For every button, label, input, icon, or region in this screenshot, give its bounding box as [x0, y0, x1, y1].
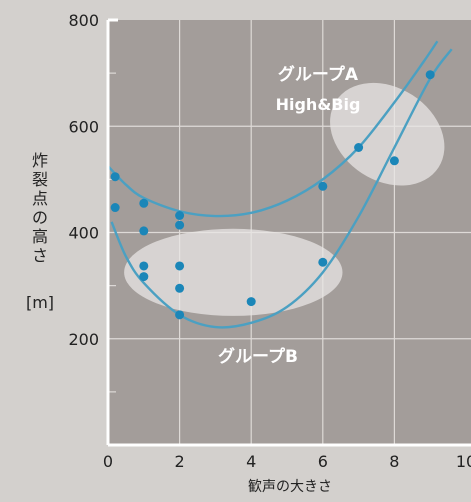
- x-tick-label: 10: [456, 452, 471, 471]
- group-label-subtitle: High&Big: [276, 95, 361, 114]
- x-tick-label: 6: [318, 452, 328, 471]
- data-point: [318, 257, 328, 267]
- data-point: [175, 261, 185, 271]
- x-tick-label: 0: [103, 452, 113, 471]
- data-point: [175, 211, 185, 220]
- group-labels: グループA High&Big グループB: [218, 64, 360, 367]
- data-point: [139, 226, 149, 236]
- data-points: [110, 70, 435, 320]
- group-label-title: グループB: [218, 346, 298, 367]
- trend-curves: [107, 40, 453, 329]
- data-point: [110, 203, 120, 213]
- x-tick-label: 4: [246, 452, 256, 471]
- x-axis-title: 歓声の大きさ: [248, 478, 332, 495]
- axes: [106, 18, 471, 447]
- data-point: [425, 70, 435, 80]
- y-axis-unit: [m]: [26, 293, 54, 312]
- data-point: [354, 143, 364, 152]
- trend-curve-1: [107, 40, 439, 218]
- data-point: [139, 261, 149, 271]
- y-axis-title-char: 点: [32, 189, 48, 208]
- data-point: [175, 310, 185, 320]
- y-tick-label: 400: [68, 224, 99, 243]
- data-point: [389, 156, 399, 166]
- group-ellipse-1: [330, 82, 445, 186]
- x-tick-label: 2: [175, 452, 185, 471]
- y-axis-title-char: の: [32, 208, 48, 227]
- y-tick-label: 600: [68, 117, 99, 136]
- y-axis-title-char: 炸: [32, 151, 48, 170]
- data-point: [175, 220, 185, 230]
- y-tick-label: 200: [68, 330, 99, 349]
- group-ellipse-2: [124, 228, 343, 316]
- data-point: [175, 283, 185, 293]
- data-point: [318, 181, 328, 191]
- y-axis-title-char: 高: [32, 227, 48, 246]
- y-tick-label: 800: [68, 11, 99, 30]
- trend-curve-2: [110, 48, 453, 329]
- data-point: [246, 297, 256, 307]
- y-axis-title-char: さ: [32, 246, 48, 265]
- group-label-title: グループA: [278, 64, 359, 85]
- data-point: [139, 198, 149, 208]
- group-ellipses: [124, 82, 445, 316]
- y-axis-title-char: 裂: [32, 170, 48, 189]
- data-point: [139, 272, 149, 282]
- tick-labels: 0 2 4 6 8 10 200 400 600 800: [68, 11, 471, 471]
- x-tick-label: 8: [389, 452, 399, 471]
- data-point: [110, 172, 120, 182]
